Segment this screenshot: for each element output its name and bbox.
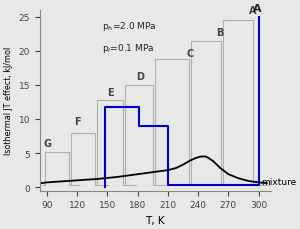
Text: A: A	[253, 4, 261, 14]
Text: C: C	[186, 48, 193, 58]
Text: p$_l$=0.1 MPa: p$_l$=0.1 MPa	[102, 41, 155, 54]
Text: D: D	[136, 72, 144, 82]
Text: p$_h$=2.0 MPa: p$_h$=2.0 MPa	[102, 20, 157, 33]
Text: F: F	[74, 116, 81, 126]
Text: B: B	[216, 28, 224, 38]
Text: mixture: mixture	[261, 177, 296, 186]
X-axis label: T, K: T, K	[146, 215, 165, 225]
Text: A: A	[249, 6, 256, 16]
Text: E: E	[107, 88, 114, 98]
Text: G: G	[44, 138, 52, 148]
Y-axis label: Isothermal JT effect, kJ/mol: Isothermal JT effect, kJ/mol	[4, 47, 13, 155]
